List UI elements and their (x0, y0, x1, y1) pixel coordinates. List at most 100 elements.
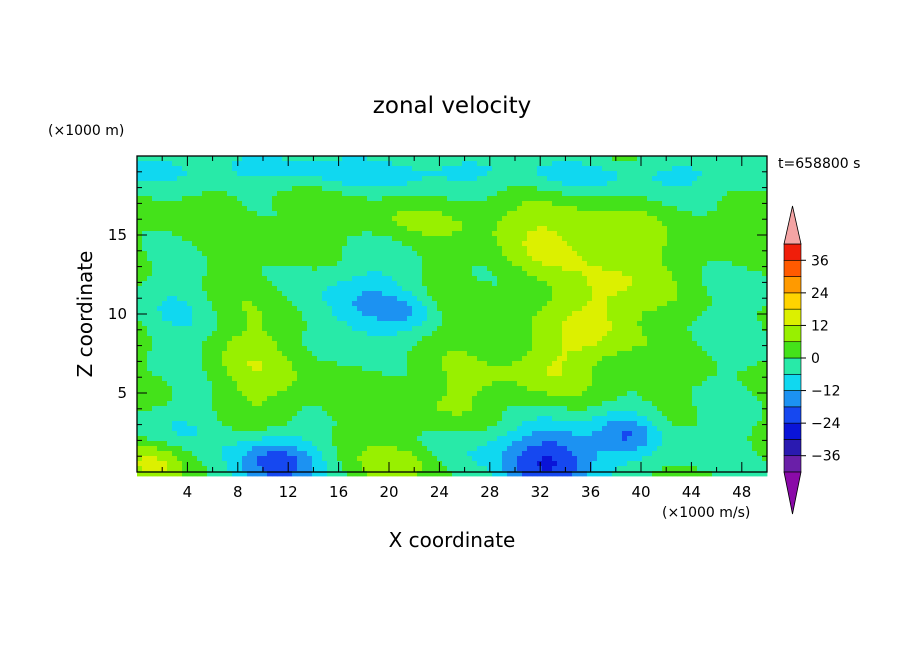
contour-cell (257, 211, 263, 217)
contour-cell (552, 316, 558, 322)
contour-cell (367, 186, 373, 192)
contour-cell (427, 196, 433, 202)
contour-cell (177, 201, 183, 207)
contour-cell (602, 231, 608, 237)
contour-cell (152, 176, 158, 182)
contour-cell (217, 246, 223, 252)
contour-cell (702, 306, 708, 312)
contour-cell (402, 196, 408, 202)
contour-cell (212, 236, 218, 242)
contour-cell (522, 311, 528, 317)
contour-cell (172, 246, 178, 252)
contour-cell (737, 231, 743, 237)
contour-cell (492, 221, 498, 227)
contour-cell (612, 256, 618, 262)
contour-cell (332, 266, 338, 272)
contour-cell (192, 166, 198, 172)
contour-cell (407, 221, 413, 227)
contour-cell (407, 216, 413, 222)
contour-cell (722, 271, 728, 277)
contour-cell (542, 311, 548, 317)
contour-cell (202, 296, 208, 302)
contour-cell (157, 271, 163, 277)
contour-cell (542, 326, 548, 332)
contour-cell (627, 261, 633, 267)
contour-cell (587, 326, 593, 332)
contour-cell (482, 176, 488, 182)
contour-cell (447, 266, 453, 272)
contour-cell (192, 176, 198, 182)
contour-cell (477, 296, 483, 302)
contour-cell (592, 341, 598, 347)
contour-cell (207, 251, 213, 257)
contour-cell (707, 261, 713, 267)
contour-cell (442, 186, 448, 192)
contour-cell (217, 316, 223, 322)
contour-cell (272, 266, 278, 272)
contour-cell (422, 261, 428, 267)
contour-cell (602, 196, 608, 202)
contour-cell (297, 311, 303, 317)
contour-cell (467, 326, 473, 332)
contour-cell (227, 181, 233, 187)
contour-cell (662, 296, 668, 302)
contour-cell (692, 241, 698, 247)
contour-cell (377, 191, 383, 197)
contour-cell (522, 221, 528, 227)
contour-cell (387, 296, 393, 302)
contour-cell (602, 346, 608, 352)
contour-cell (297, 341, 303, 347)
contour-cell (722, 291, 728, 297)
contour-cell (757, 276, 763, 282)
contour-cell (512, 186, 518, 192)
contour-cell (612, 201, 618, 207)
contour-cell (337, 226, 343, 232)
contour-cell (552, 281, 558, 287)
contour-cell (567, 296, 573, 302)
contour-cell (387, 221, 393, 227)
contour-cell (667, 266, 673, 272)
contour-cell (672, 216, 678, 222)
contour-cell (402, 211, 408, 217)
contour-cell (707, 281, 713, 287)
contour-cell (167, 256, 173, 262)
contour-cell (532, 281, 538, 287)
contour-cell (487, 291, 493, 297)
contour-cell (237, 261, 243, 267)
contour-cell (392, 196, 398, 202)
contour-cell (342, 341, 348, 347)
contour-cell (332, 161, 338, 167)
contour-cell (192, 281, 198, 287)
contour-cell (647, 276, 653, 282)
contour-cell (422, 276, 428, 282)
contour-cell (422, 171, 428, 177)
contour-cell (307, 236, 313, 242)
contour-cell (212, 176, 218, 182)
contour-cell (577, 161, 583, 167)
contour-cell (207, 311, 213, 317)
contour-cell (762, 211, 768, 217)
contour-cell (452, 261, 458, 267)
contour-cell (502, 181, 508, 187)
contour-cell (167, 156, 173, 162)
contour-cell (377, 351, 383, 357)
contour-cell (672, 191, 678, 197)
contour-cell (692, 166, 698, 172)
contour-cell (282, 326, 288, 332)
contour-cell (632, 326, 638, 332)
contour-cell (622, 261, 628, 267)
contour-cell (567, 281, 573, 287)
contour-cell (587, 291, 593, 297)
contour-cell (392, 206, 398, 212)
contour-cell (207, 246, 213, 252)
contour-cell (397, 181, 403, 187)
contour-cell (697, 241, 703, 247)
contour-cell (687, 231, 693, 237)
contour-cell (337, 281, 343, 287)
contour-cell (497, 351, 503, 357)
contour-cell (277, 321, 283, 327)
contour-cell (617, 326, 623, 332)
contour-cell (527, 171, 533, 177)
contour-cell (232, 341, 238, 347)
contour-cell (157, 296, 163, 302)
